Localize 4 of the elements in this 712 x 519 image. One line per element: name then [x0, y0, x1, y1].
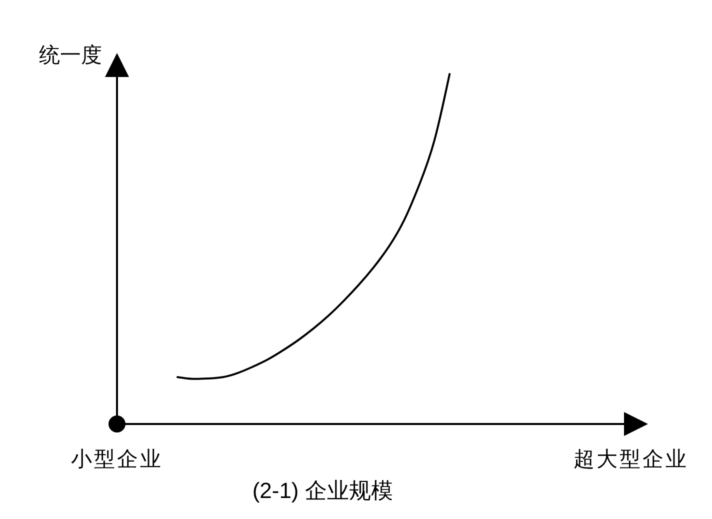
y-axis-title: 统一度 [39, 44, 102, 67]
x-axis-title: (2-1) 企业规模 [252, 478, 393, 503]
x-tick-label: 小型企业 [71, 448, 163, 471]
x-tick-label: 超大型企业 [574, 448, 688, 471]
